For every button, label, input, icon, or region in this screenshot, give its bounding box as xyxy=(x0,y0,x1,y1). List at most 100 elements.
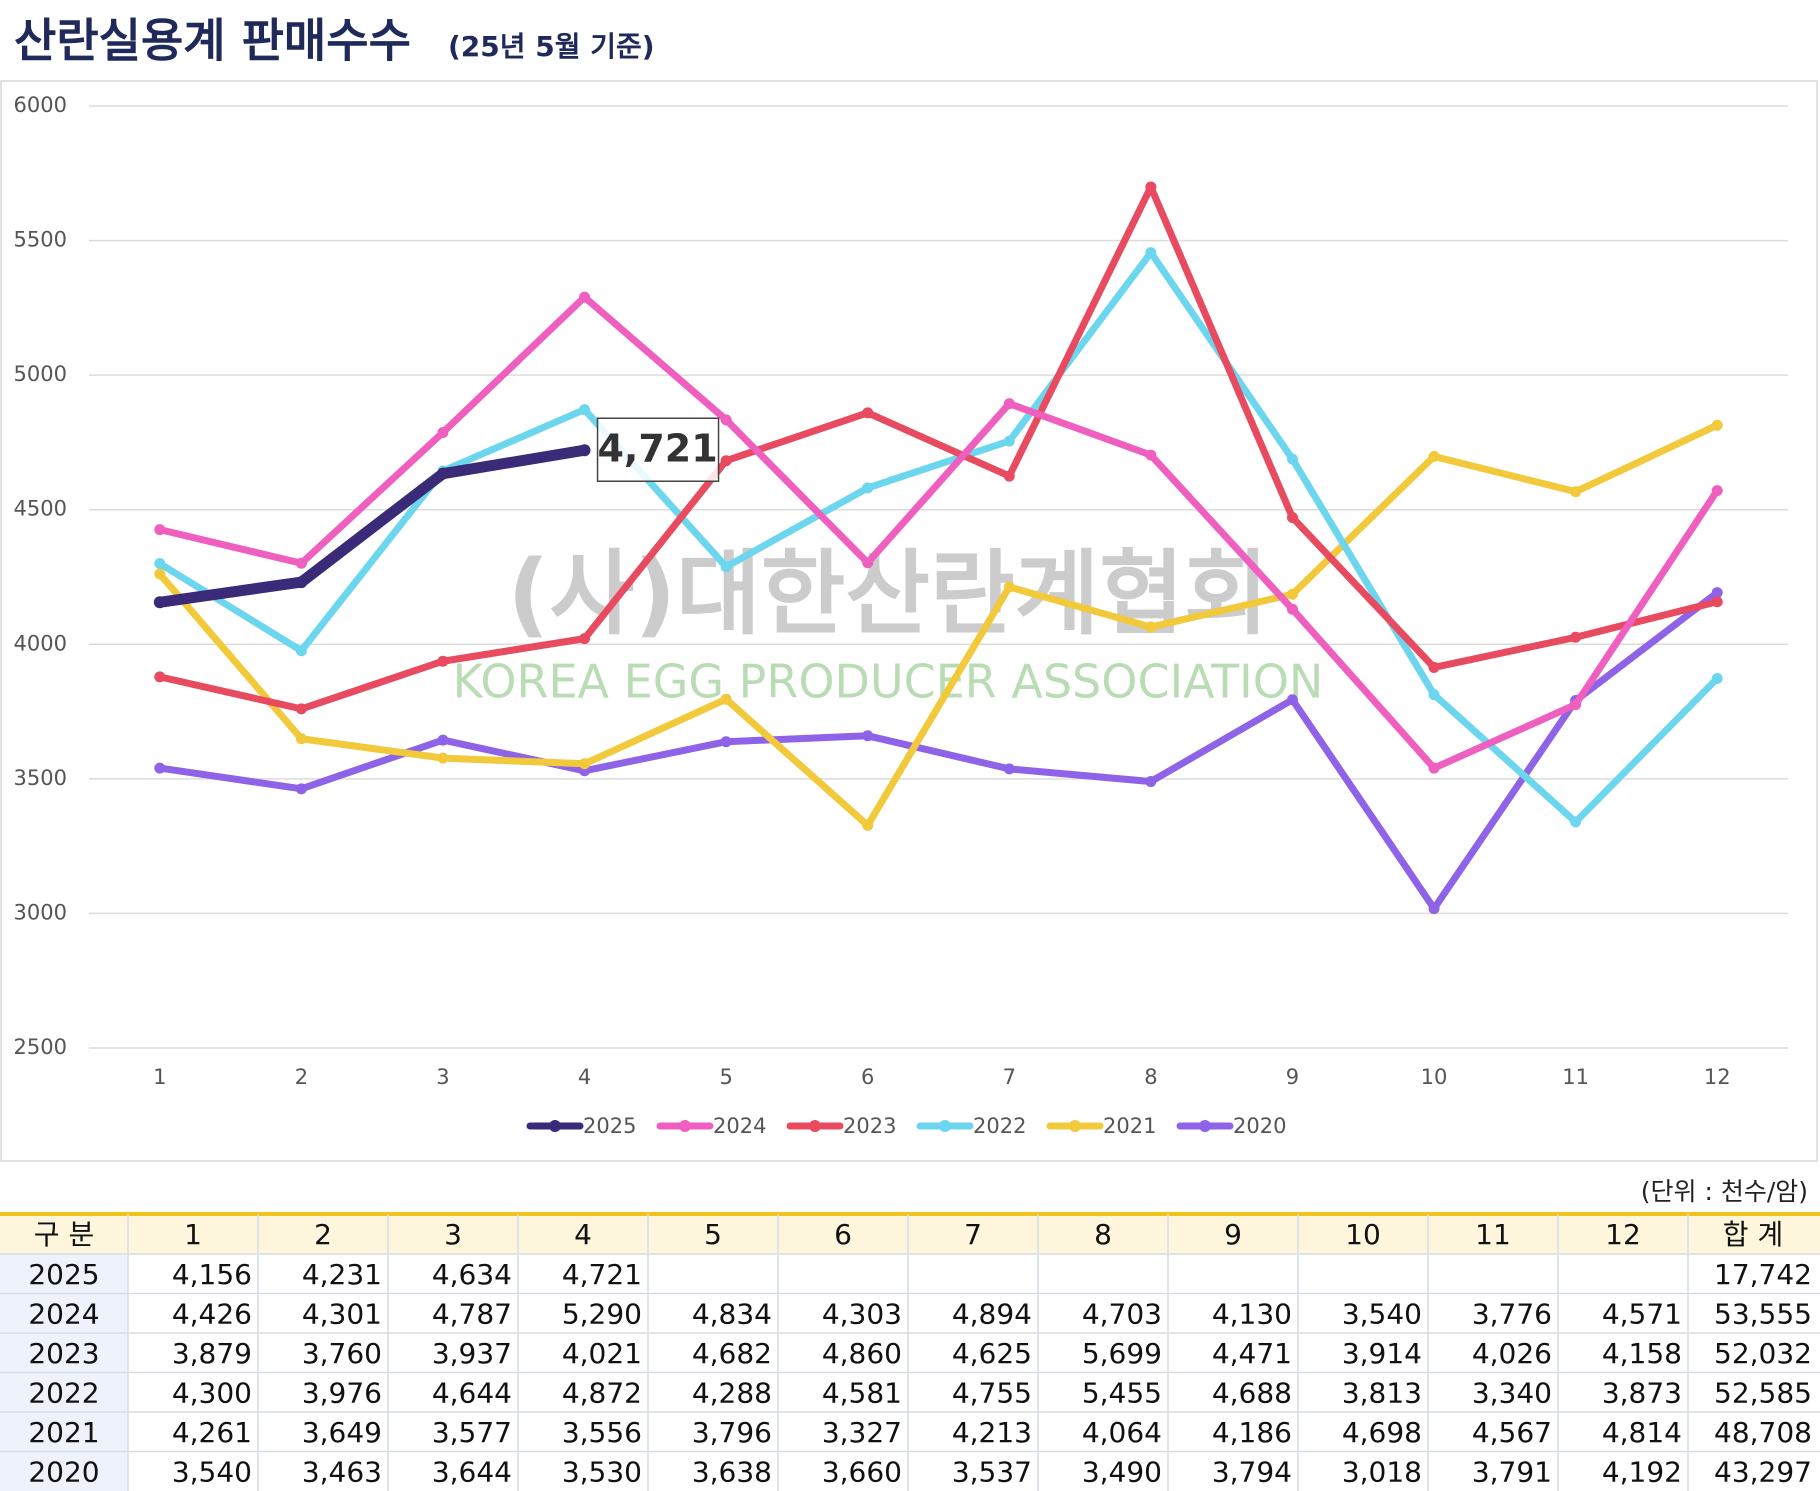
table-cell: 3,340 xyxy=(1472,1376,1552,1409)
table-header-cell: 1 xyxy=(184,1218,202,1251)
table-cell: 3,530 xyxy=(562,1455,642,1488)
table-cell: 3,490 xyxy=(1082,1455,1162,1488)
data-point xyxy=(579,633,591,645)
data-point xyxy=(154,568,166,580)
data-point xyxy=(1711,485,1723,497)
data-point xyxy=(1145,449,1157,461)
data-point xyxy=(1428,450,1440,462)
data-point xyxy=(1145,621,1157,633)
watermark-subtitle: KOREA EGG PRODUCER ASSOCIATION xyxy=(453,655,1324,709)
legend-label: 2021 xyxy=(1103,1114,1156,1138)
table-cell: 4,872 xyxy=(562,1376,642,1409)
watermark: (사)대한산란계협회 xyxy=(507,540,1268,647)
x-tick-label: 2 xyxy=(295,1065,308,1089)
table-cell: 3,463 xyxy=(302,1455,382,1488)
data-point xyxy=(295,703,307,715)
table-row-label-bg xyxy=(0,1254,128,1294)
data-point xyxy=(1003,581,1015,593)
table-cell: 48,708 xyxy=(1714,1416,1812,1449)
table-cell: 3,327 xyxy=(822,1416,902,1449)
table-cell: 3,760 xyxy=(302,1337,382,1370)
table-cell: 3,879 xyxy=(172,1337,252,1370)
table-cell: 4,192 xyxy=(1602,1455,1682,1488)
y-tick-label: 5500 xyxy=(14,228,67,252)
table-cell: 4,860 xyxy=(822,1337,902,1370)
table-cell: 4,213 xyxy=(952,1416,1032,1449)
data-point xyxy=(720,414,732,426)
data-point xyxy=(1570,699,1582,711)
data-point xyxy=(437,655,449,667)
table-header-cell: 12 xyxy=(1605,1218,1641,1251)
data-point xyxy=(1711,419,1723,431)
table-cell: 4,571 xyxy=(1602,1297,1682,1330)
table-cell: 4,581 xyxy=(822,1376,902,1409)
table-cell: 4,703 xyxy=(1082,1297,1162,1330)
data-point xyxy=(1428,903,1440,915)
y-tick-label: 4000 xyxy=(14,631,67,655)
legend-label: 2024 xyxy=(713,1114,766,1138)
table-cell: 4,130 xyxy=(1212,1297,1292,1330)
table-cell: 5,455 xyxy=(1082,1376,1162,1409)
series-line xyxy=(156,293,1721,772)
data-point xyxy=(720,736,732,748)
table-cell: 2024 xyxy=(28,1297,99,1330)
table-cell: 3,914 xyxy=(1342,1337,1422,1370)
table-cell: 5,699 xyxy=(1082,1337,1162,1370)
table-cell: 2022 xyxy=(28,1376,99,1409)
legend-dot xyxy=(939,1120,951,1132)
legend-label: 2023 xyxy=(843,1114,896,1138)
table-cell: 4,301 xyxy=(302,1297,382,1330)
table-cell: 3,577 xyxy=(432,1416,512,1449)
table-cell: 4,288 xyxy=(692,1376,772,1409)
table-row-label-bg xyxy=(0,1451,128,1491)
table-cell: 4,186 xyxy=(1212,1416,1292,1449)
data-point xyxy=(153,596,166,609)
data-point xyxy=(154,671,166,683)
table-cell: 4,567 xyxy=(1472,1416,1552,1449)
table-cell: 3,638 xyxy=(692,1455,772,1488)
table-cell: 4,026 xyxy=(1472,1337,1552,1370)
data-point xyxy=(1428,689,1440,701)
series-line xyxy=(156,589,1721,913)
data-point xyxy=(1003,763,1015,775)
data-point xyxy=(862,482,874,494)
data-point xyxy=(1145,181,1157,193)
data-point xyxy=(578,444,591,457)
table-cell: 4,787 xyxy=(432,1297,512,1330)
legend-label: 2020 xyxy=(1233,1114,1286,1138)
data-point xyxy=(862,819,874,831)
data-point xyxy=(154,524,166,536)
table-cell: 4,698 xyxy=(1342,1416,1422,1449)
table-cell: 3,873 xyxy=(1602,1376,1682,1409)
x-tick-label: 11 xyxy=(1562,1065,1589,1089)
y-tick-label: 3500 xyxy=(14,766,67,790)
table-row-label-bg xyxy=(0,1293,128,1333)
data-point xyxy=(862,557,874,569)
table-header-cell: 10 xyxy=(1345,1218,1381,1251)
series-line xyxy=(154,444,591,608)
table-cell: 4,300 xyxy=(172,1376,252,1409)
series-line xyxy=(156,249,1721,826)
data-point xyxy=(1003,435,1015,447)
data-point xyxy=(1145,247,1157,259)
legend-label: 2022 xyxy=(973,1114,1026,1138)
table-cell: 4,064 xyxy=(1082,1416,1162,1449)
table-cell: 3,976 xyxy=(302,1376,382,1409)
data-point xyxy=(1711,596,1723,608)
chart-frame xyxy=(0,80,1818,1162)
table-cell: 4,721 xyxy=(562,1258,642,1291)
table-cell: 17,742 xyxy=(1714,1258,1812,1291)
table-row-label-bg xyxy=(0,1372,128,1412)
data-point xyxy=(720,693,732,705)
data-point xyxy=(436,467,449,480)
table-cell: 4,156 xyxy=(172,1258,252,1291)
value-label: 4,721 xyxy=(597,427,717,471)
x-tick-label: 4 xyxy=(578,1065,591,1089)
table-cell: 3,813 xyxy=(1342,1376,1422,1409)
data-point xyxy=(1286,512,1298,524)
unit-note: (단위 : 천수/암) xyxy=(1641,1177,1808,1206)
table-cell: 3,537 xyxy=(952,1455,1032,1488)
table-row-label-bg xyxy=(0,1412,128,1452)
table-cell: 2023 xyxy=(28,1337,99,1370)
table-header-bg xyxy=(0,1214,1820,1254)
